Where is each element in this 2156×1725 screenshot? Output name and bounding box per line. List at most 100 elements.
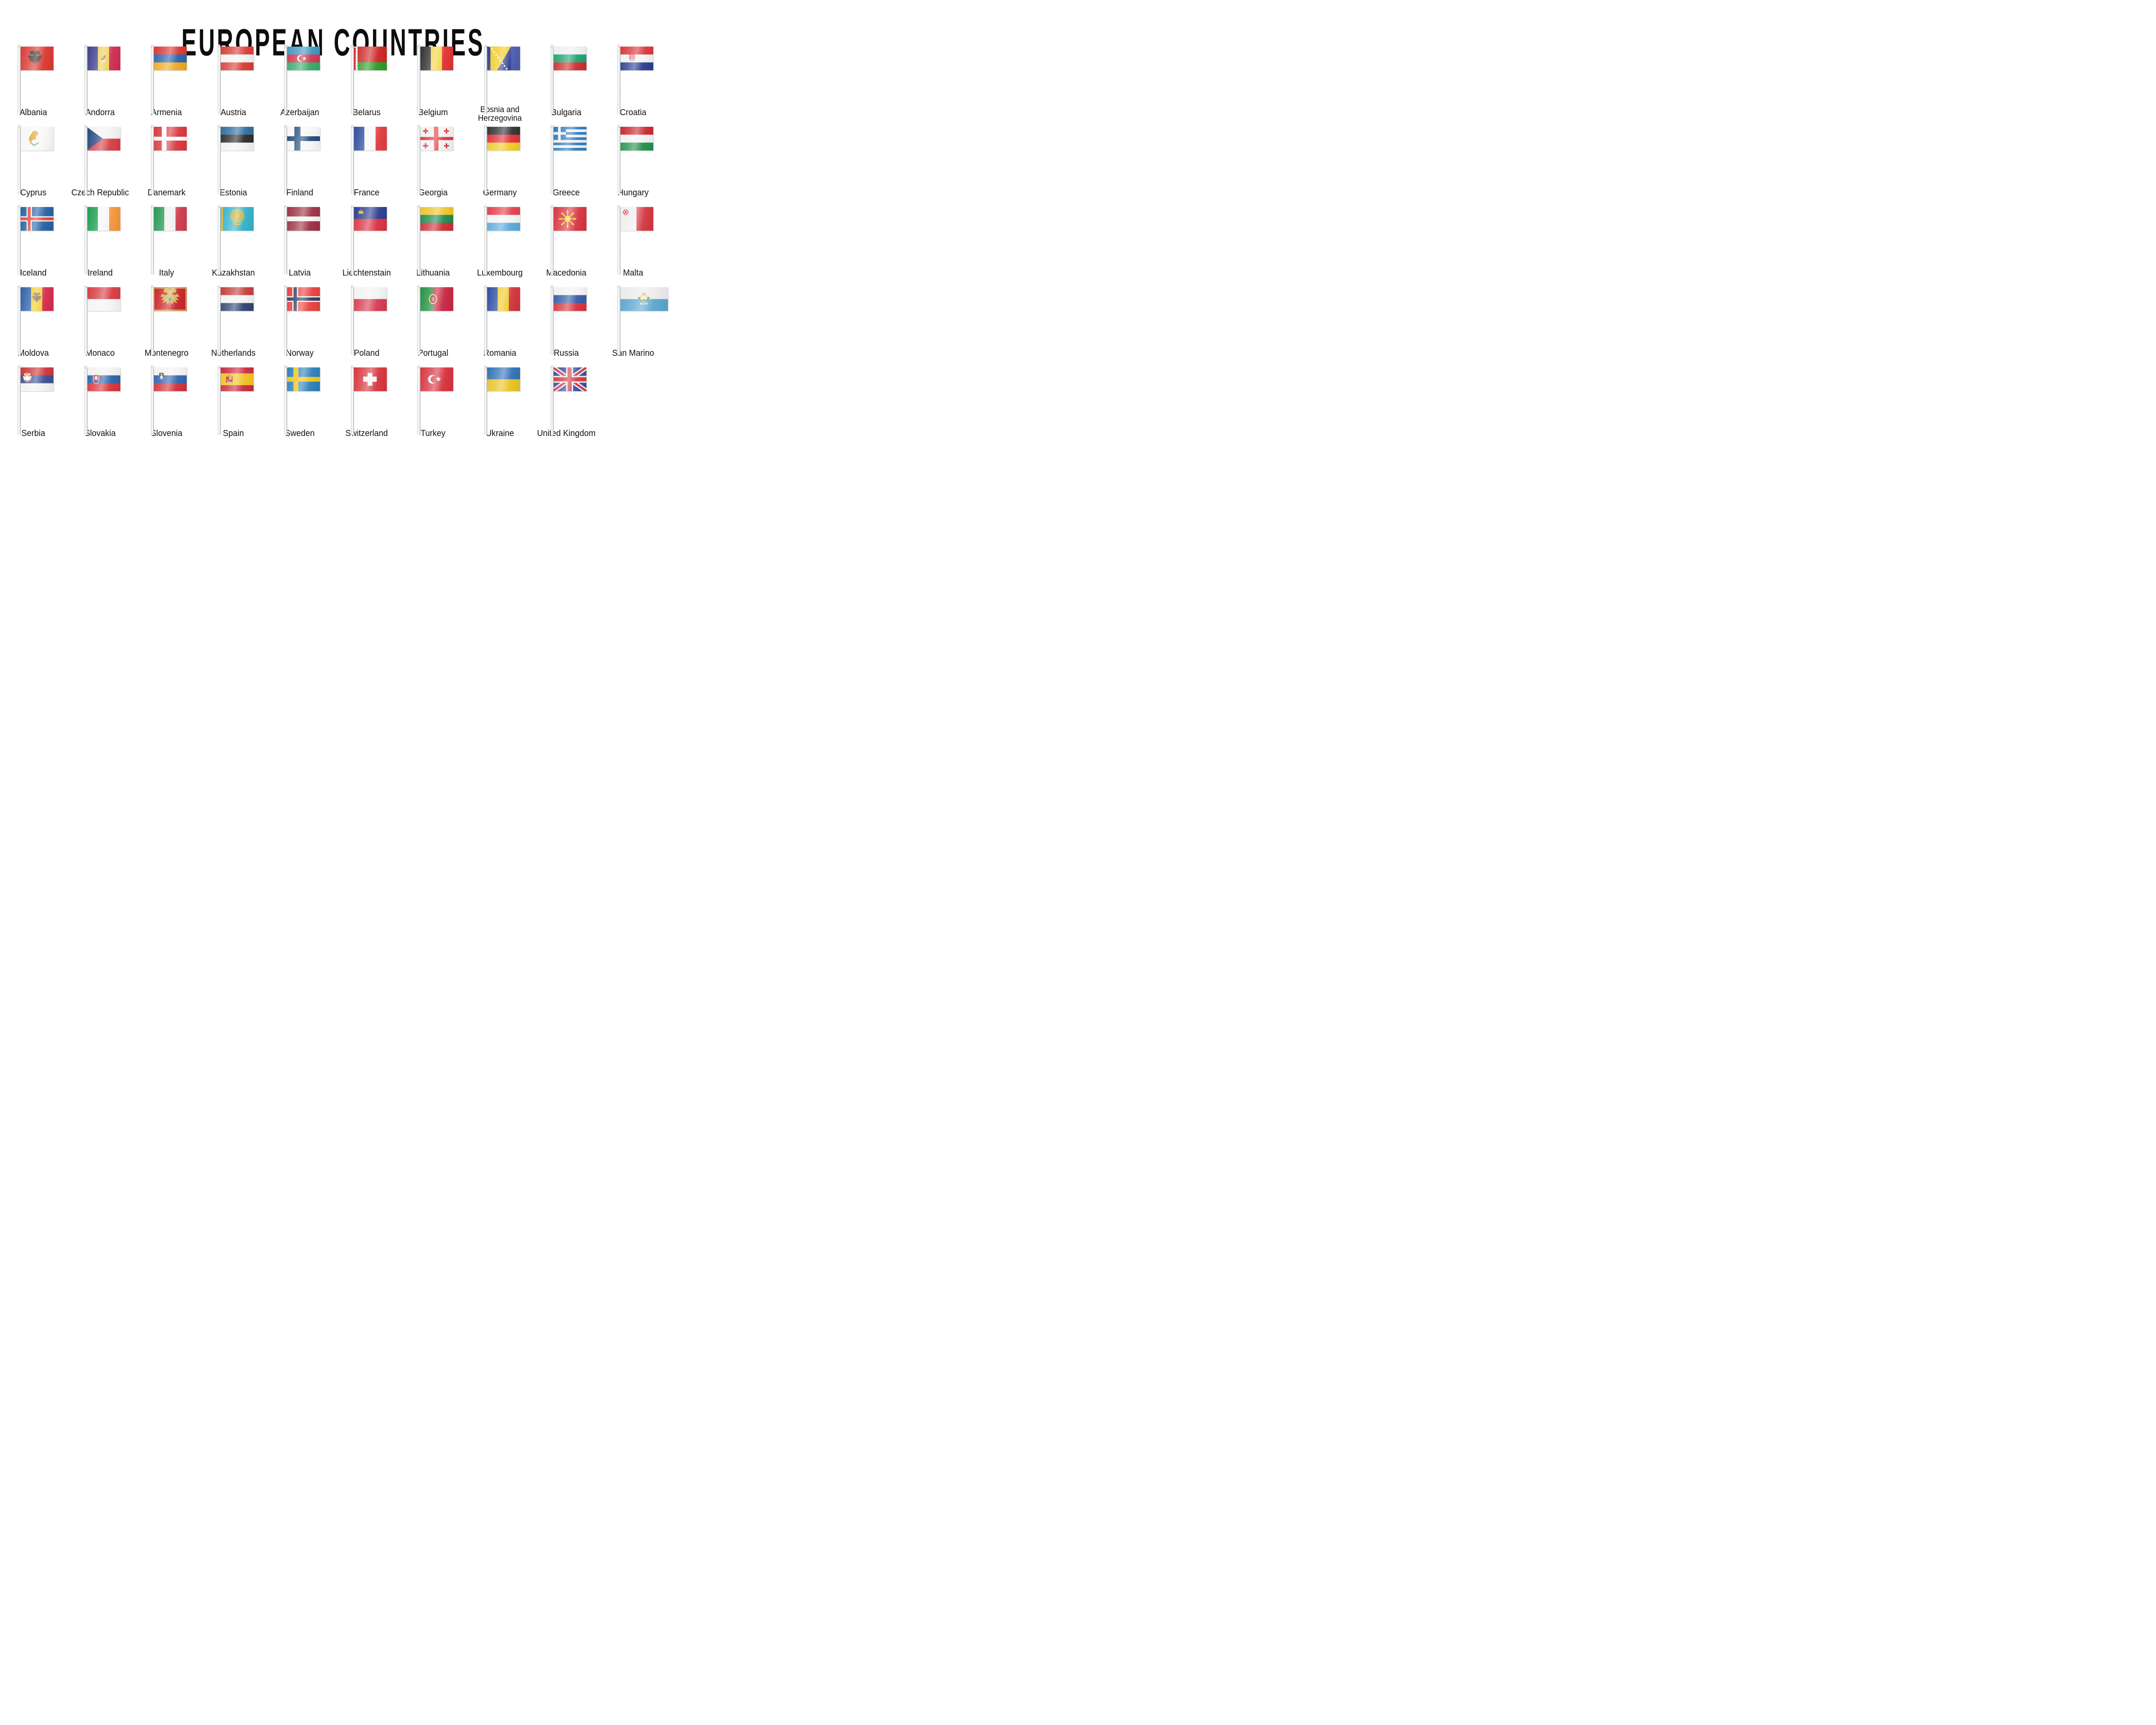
country-label: Moldova	[18, 348, 49, 358]
flag-cell-denmark[interactable]: Danemark	[133, 123, 200, 204]
flag-cell-bosnia[interactable]: Bosnia and Herzegovina	[467, 43, 533, 123]
country-label: Italy	[159, 268, 174, 278]
flag-icon-azerbaijan	[286, 47, 320, 70]
flag-cell-armenia[interactable]: Armenia	[133, 43, 200, 123]
flag-cell-serbia[interactable]: Serbia	[0, 364, 67, 444]
flag-cell-hungary[interactable]: Hungary	[600, 123, 667, 204]
flag-pole-icon	[617, 44, 620, 114]
flag-cell-georgia[interactable]: Georgia	[400, 123, 467, 204]
flag-icon-albania	[20, 47, 53, 70]
flag-cell-france[interactable]: France	[333, 123, 400, 204]
flag-icon-macedonia	[553, 207, 586, 231]
flag-cell-portugal[interactable]: Portugal	[400, 284, 467, 364]
flag-cell-liechtenstein[interactable]: Liechtenstain	[333, 204, 400, 284]
flag-cell-croatia[interactable]: Croatia	[600, 43, 667, 123]
country-label: Czech Republic	[71, 188, 129, 198]
flag-cell-slovenia[interactable]: Slovenia	[133, 364, 200, 444]
flag-cell-azerbaijan[interactable]: Azerbaijan	[266, 43, 333, 123]
flag-cell-italy[interactable]: Italy	[133, 204, 200, 284]
flag-icon-lithuania	[420, 207, 453, 231]
flag-icon-bulgaria	[553, 47, 586, 70]
flag-cell-belgium[interactable]: Belgium	[400, 43, 467, 123]
flag-pole-icon	[284, 44, 287, 114]
country-label: Slovenia	[150, 428, 182, 438]
flag-pole-icon	[217, 285, 221, 355]
country-label: Monaco	[85, 348, 115, 358]
flag-poster-page: EUROPEAN COUNTRIES Albania Andorra Armeni…	[0, 0, 668, 451]
flag-cell-sweden[interactable]: Sweden	[266, 364, 333, 444]
country-label: Macedonia	[546, 268, 586, 278]
flag-icon-norway	[286, 287, 320, 311]
flag-cell-romania[interactable]: Romania	[467, 284, 533, 364]
flag-pole-icon	[84, 285, 88, 355]
country-label: Danemark	[147, 188, 186, 198]
flag-cell-switzerland[interactable]: Switzerland	[333, 364, 400, 444]
country-label: Ukraine	[485, 428, 514, 438]
flag-icon-sanmarino: LIBERTAS	[619, 287, 668, 311]
flag-cell-russia[interactable]: Russia	[533, 284, 600, 364]
flag-cell-luxembourg[interactable]: Luxembourg	[467, 204, 533, 284]
flag-pole-icon	[484, 44, 487, 114]
flag-cell-austria[interactable]: Austria	[200, 43, 267, 123]
flag-pole-icon	[18, 125, 21, 194]
flag-cell-kazakhstan[interactable]: Kazakhstan	[200, 204, 267, 284]
flag-cell-uk[interactable]: United Kingdom	[533, 364, 600, 444]
flag-cell-turkey[interactable]: Turkey	[400, 364, 467, 444]
flag-cell-germany[interactable]: Germany	[467, 123, 533, 204]
flag-cell-ukraine[interactable]: Ukraine	[467, 364, 533, 444]
flag-icon-poland	[353, 287, 387, 311]
flag-icon-uk	[553, 367, 586, 391]
flag-icon-russia	[553, 287, 586, 311]
country-label: Sweden	[285, 428, 315, 438]
country-label: Spain	[222, 428, 244, 438]
flag-pole-icon	[217, 365, 221, 435]
flag-cell-netherlands[interactable]: Netherlands	[200, 284, 267, 364]
country-label: Belarus	[352, 107, 381, 117]
country-label: Norway	[285, 348, 314, 358]
country-label: United Kingdom	[537, 428, 596, 438]
flag-cell-montenegro[interactable]: Montenegro	[133, 284, 200, 364]
flag-cell-malta[interactable]: Malta	[600, 204, 667, 284]
flag-icon-turkey	[420, 367, 453, 391]
flag-cell-albania[interactable]: Albania	[0, 43, 67, 123]
flag-icon-iceland	[20, 207, 53, 231]
flag-cell-macedonia[interactable]: Macedonia	[533, 204, 600, 284]
flag-cell-estonia[interactable]: Estonia	[200, 123, 267, 204]
flag-icon-kazakhstan	[219, 207, 254, 231]
flag-cell-czech[interactable]: Czech Republic	[67, 123, 134, 204]
flag-pole-icon	[351, 205, 354, 275]
flag-cell-norway[interactable]: Norway	[266, 284, 333, 364]
flag-icon-germany	[486, 127, 520, 151]
country-label: Liechtenstain	[342, 268, 391, 278]
flag-icon-romania	[486, 287, 520, 311]
flag-cell-greece[interactable]: Greece	[533, 123, 600, 204]
flag-icon-france	[353, 127, 387, 151]
flag-icon-montenegro	[153, 287, 187, 311]
country-label: Ireland	[87, 268, 113, 278]
flag-cell-bulgaria[interactable]: Bulgaria	[533, 43, 600, 123]
flag-pole-icon	[151, 44, 154, 114]
country-label: Germany	[483, 188, 517, 198]
flag-cell-iceland[interactable]: Iceland	[0, 204, 67, 284]
flag-cell-lithuania[interactable]: Lithuania	[400, 204, 467, 284]
flag-cell-latvia[interactable]: Latvia	[266, 204, 333, 284]
flag-cell-cyprus[interactable]: Cyprus	[0, 123, 67, 204]
flag-cell-spain[interactable]: Spain	[200, 364, 267, 444]
flag-pole-icon	[417, 365, 420, 435]
country-label: Belgium	[418, 107, 448, 117]
flag-cell-ireland[interactable]: Ireland	[67, 204, 134, 284]
flag-cell-monaco[interactable]: Monaco	[67, 284, 134, 364]
flag-pole-icon	[284, 205, 287, 275]
flag-pole-icon	[617, 285, 620, 355]
flag-cell-sanmarino[interactable]: LIBERTAS San Marino	[600, 284, 668, 364]
flag-icon-spain	[219, 367, 254, 391]
flag-cell-finland[interactable]: Finland	[266, 123, 333, 204]
flag-cell-slovakia[interactable]: Slovakia	[67, 364, 134, 444]
flag-cell-belarus[interactable]: Belarus	[333, 43, 400, 123]
flag-icon-ukraine	[486, 367, 520, 391]
flag-cell-poland[interactable]: Poland	[333, 284, 400, 364]
country-label: Greece	[552, 188, 580, 198]
flag-icon-czech	[86, 127, 120, 151]
flag-cell-moldova[interactable]: Moldova	[0, 284, 67, 364]
flag-cell-andorra[interactable]: Andorra	[67, 43, 134, 123]
